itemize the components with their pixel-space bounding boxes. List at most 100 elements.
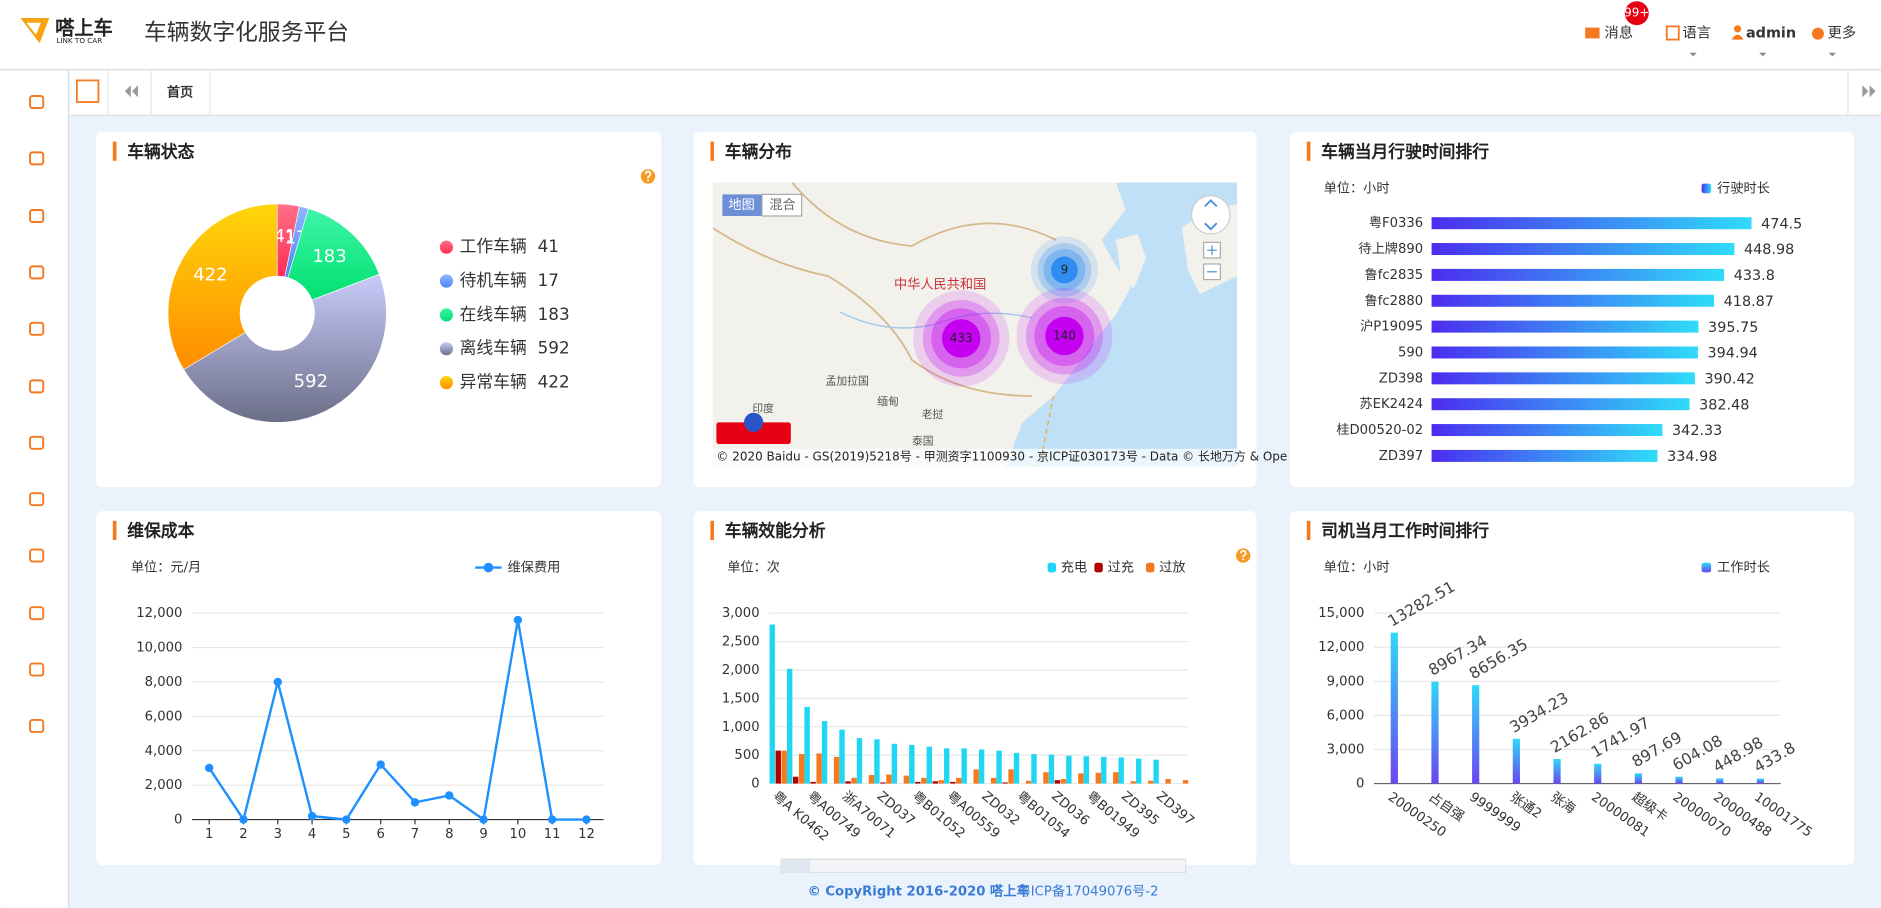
bar: [1512, 738, 1520, 784]
map-type-label[interactable]: 混合: [769, 197, 795, 213]
cluster[interactable]: [1045, 316, 1084, 356]
y-tick-label: 2,000: [145, 778, 183, 793]
y-tick-label: 12,000: [1318, 640, 1364, 655]
lang-icon[interactable]: [1665, 25, 1680, 41]
point: [376, 760, 385, 769]
x-tick-label: 2: [239, 827, 247, 842]
menu-item[interactable]: admin: [1746, 26, 1796, 42]
sidebar-icon[interactable]: [29, 379, 45, 394]
pie-slice: [183, 273, 387, 423]
bar: [1431, 268, 1725, 281]
bar: [932, 781, 938, 784]
footer-icp: 粤ICP备17049076号-2: [1018, 883, 1159, 900]
bar: [956, 777, 962, 784]
value-label: 474.5: [1761, 216, 1802, 232]
map-type-label[interactable]: 地图: [728, 197, 754, 213]
zoom-handle[interactable]: [781, 859, 811, 873]
bar: [950, 781, 956, 784]
cluster[interactable]: [941, 319, 981, 358]
y-tick-label: 0: [751, 777, 759, 792]
point: [513, 615, 523, 625]
legend-swatch: [439, 308, 454, 322]
bar: [1153, 759, 1159, 784]
sidebar-icon[interactable]: [29, 492, 45, 507]
map-type-button[interactable]: [761, 193, 803, 217]
cluster-count: 140: [1053, 328, 1076, 342]
point: [342, 815, 351, 824]
sidebar-icon[interactable]: [29, 151, 45, 166]
y-tick-label: 沪P19095: [1360, 319, 1423, 335]
menu-item[interactable]: 语言: [1682, 25, 1711, 42]
y-tick-label: 6,000: [1327, 708, 1365, 723]
sidebar-icon[interactable]: [29, 321, 45, 336]
menu-item[interactable]: 更多: [1828, 25, 1857, 42]
mail-icon[interactable]: [1585, 27, 1600, 39]
bar: [769, 624, 775, 784]
map-type-button[interactable]: [722, 194, 763, 216]
fullscreen-button[interactable]: [75, 79, 100, 103]
caret: [1759, 52, 1767, 57]
menu-item[interactable]: 消息: [1604, 25, 1633, 42]
bar: [1553, 758, 1561, 784]
legend-value: 183: [538, 304, 570, 324]
bar: [851, 777, 857, 784]
sidebar-icon[interactable]: [29, 719, 45, 733]
legend-label: 在线车辆: [460, 304, 527, 324]
point: [445, 791, 454, 800]
bar: [821, 721, 828, 784]
badge: [1624, 1, 1649, 26]
bar: [1431, 681, 1439, 784]
sidebar-icon[interactable]: [29, 606, 45, 621]
tab-prev[interactable]: [124, 85, 139, 98]
map-land: [1115, 233, 1146, 288]
x-tick-label: 3: [274, 827, 282, 842]
bar: [1113, 772, 1119, 784]
cluster[interactable]: [1050, 256, 1078, 284]
value-label: 395.75: [1708, 320, 1758, 336]
bar: [915, 781, 921, 784]
bar: [1716, 778, 1724, 784]
map-pan[interactable]: [1190, 194, 1231, 235]
sidebar-icon[interactable]: [29, 548, 45, 563]
point: [582, 815, 591, 824]
y-tick-label: 桂D00520-02: [1336, 422, 1423, 438]
legend-swatch: [1047, 562, 1056, 573]
value-label: 433.8: [1734, 268, 1775, 284]
legend-swatch: [1094, 562, 1103, 573]
line: [208, 619, 587, 823]
sidebar-icon[interactable]: [29, 265, 45, 280]
bar: [880, 782, 886, 784]
logo-text: 嗒上车: [55, 16, 113, 39]
bar: [1083, 756, 1090, 784]
map-sea: [1005, 182, 1238, 467]
tab-next[interactable]: [1862, 85, 1876, 98]
y-tick-label: 6,000: [145, 709, 183, 724]
zoom-in-icon: [1207, 245, 1217, 255]
bar: [1002, 782, 1008, 784]
map-pan-arrows: [1204, 199, 1218, 231]
slice-label: 183: [312, 246, 346, 267]
legend-swatch: [483, 562, 494, 573]
map-river: [839, 311, 1033, 329]
legend-swatch: [439, 342, 454, 356]
bar: [781, 750, 787, 784]
y-tick-label: 500: [734, 748, 759, 763]
panel: [1289, 511, 1854, 866]
bar: [1165, 779, 1171, 784]
sidebar-icon[interactable]: [29, 435, 45, 450]
legend-swatch: [439, 375, 454, 390]
legend-value: 422: [538, 372, 570, 392]
slice-label: 422: [193, 264, 227, 285]
sidebar-icon[interactable]: [29, 662, 45, 677]
y-tick-label: 590: [1398, 345, 1423, 360]
y-tick-label: 3,000: [722, 606, 760, 621]
bar: [1147, 780, 1154, 784]
value-label: 334.98: [1667, 449, 1717, 465]
legend-value: 41: [538, 236, 559, 256]
sidebar-icon[interactable]: [29, 209, 45, 223]
sidebar-icon[interactable]: [29, 95, 45, 109]
app-title: 车辆数字化服务平台: [144, 20, 349, 46]
panel-title: 司机当月工作时间排行: [1321, 521, 1489, 541]
zoom-slider[interactable]: [780, 858, 1187, 873]
tab[interactable]: 首页: [167, 83, 193, 100]
